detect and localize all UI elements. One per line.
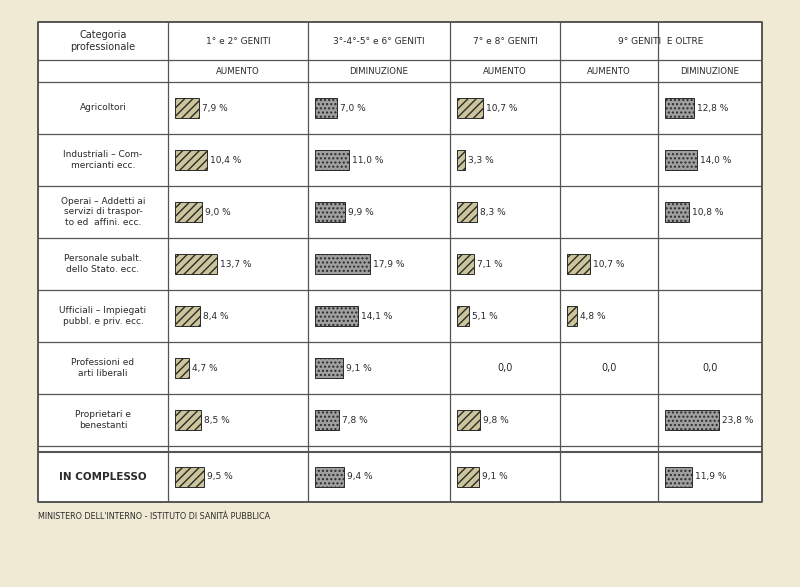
- Text: 11,0 %: 11,0 %: [352, 156, 383, 164]
- Bar: [175, 306, 201, 326]
- Text: Personale subalt.
dello Stato. ecc.: Personale subalt. dello Stato. ecc.: [64, 254, 142, 274]
- Text: 0,0: 0,0: [602, 363, 617, 373]
- Text: 3°-4°-5° e 6° GENITI: 3°-4°-5° e 6° GENITI: [333, 36, 425, 46]
- Bar: [315, 306, 358, 326]
- Text: 9,1 %: 9,1 %: [346, 363, 372, 373]
- Bar: [665, 410, 718, 430]
- Text: 9,0 %: 9,0 %: [206, 207, 231, 217]
- Bar: [665, 98, 694, 118]
- Text: 7,9 %: 7,9 %: [202, 103, 228, 113]
- Bar: [457, 202, 477, 222]
- Text: 0,0: 0,0: [702, 363, 718, 373]
- Bar: [665, 150, 697, 170]
- Bar: [315, 467, 344, 487]
- Text: 9° GENITI  E OLTRE: 9° GENITI E OLTRE: [618, 36, 704, 46]
- Text: Professioni ed
arti liberali: Professioni ed arti liberali: [71, 358, 134, 377]
- Text: 0,0: 0,0: [498, 363, 513, 373]
- Text: 3,3 %: 3,3 %: [468, 156, 494, 164]
- Text: Industriali – Com-
mercianti ecc.: Industriali – Com- mercianti ecc.: [63, 150, 142, 170]
- Text: IN COMPLESSO: IN COMPLESSO: [59, 472, 147, 482]
- Bar: [175, 410, 201, 430]
- Bar: [457, 467, 478, 487]
- Text: 8,4 %: 8,4 %: [203, 312, 229, 321]
- Text: 4,8 %: 4,8 %: [580, 312, 606, 321]
- Bar: [567, 306, 577, 326]
- Bar: [175, 358, 190, 378]
- Bar: [315, 150, 349, 170]
- Bar: [175, 254, 217, 274]
- Bar: [457, 254, 474, 274]
- Bar: [457, 98, 482, 118]
- Bar: [175, 98, 199, 118]
- Text: 10,7 %: 10,7 %: [486, 103, 517, 113]
- Bar: [175, 150, 206, 170]
- Text: Ufficiali – Impiegati
pubbl. e priv. ecc.: Ufficiali – Impiegati pubbl. e priv. ecc…: [59, 306, 146, 326]
- Text: Agricoltori: Agricoltori: [79, 103, 126, 113]
- Text: 9,4 %: 9,4 %: [347, 473, 373, 481]
- Bar: [38, 22, 762, 502]
- Text: 9,5 %: 9,5 %: [207, 473, 233, 481]
- Text: 10,7 %: 10,7 %: [593, 259, 624, 268]
- Bar: [665, 202, 690, 222]
- Bar: [315, 202, 346, 222]
- Text: 9,9 %: 9,9 %: [349, 207, 374, 217]
- Bar: [175, 467, 204, 487]
- Text: 8,3 %: 8,3 %: [480, 207, 506, 217]
- Text: 11,9 %: 11,9 %: [695, 473, 726, 481]
- Text: 4,7 %: 4,7 %: [192, 363, 218, 373]
- Text: 23,8 %: 23,8 %: [722, 416, 753, 424]
- Text: 12,8 %: 12,8 %: [697, 103, 728, 113]
- Text: Operai – Addetti ai
servizi di traspor-
to ed  affini. ecc.: Operai – Addetti ai servizi di traspor- …: [61, 197, 146, 227]
- Text: 13,7 %: 13,7 %: [219, 259, 251, 268]
- Bar: [457, 410, 480, 430]
- Text: 1° e 2° GENITI: 1° e 2° GENITI: [206, 36, 270, 46]
- Text: 5,1 %: 5,1 %: [472, 312, 498, 321]
- Text: 7° e 8° GENITI: 7° e 8° GENITI: [473, 36, 538, 46]
- Text: Categoria
professionale: Categoria professionale: [70, 30, 135, 52]
- Text: MINISTERO DELL'INTERNO - ISTITUTO DI SANITÀ PUBBLICA: MINISTERO DELL'INTERNO - ISTITUTO DI SAN…: [38, 512, 270, 521]
- Text: 14,1 %: 14,1 %: [362, 312, 393, 321]
- Bar: [315, 254, 370, 274]
- Text: 10,8 %: 10,8 %: [692, 207, 724, 217]
- Text: 10,4 %: 10,4 %: [210, 156, 241, 164]
- Text: AUMENTO: AUMENTO: [483, 66, 527, 76]
- Text: DIMINUZIONE: DIMINUZIONE: [350, 66, 409, 76]
- Text: 17,9 %: 17,9 %: [373, 259, 405, 268]
- Text: AUMENTO: AUMENTO: [216, 66, 260, 76]
- Text: DIMINUZIONE: DIMINUZIONE: [681, 66, 739, 76]
- Bar: [457, 150, 465, 170]
- Text: AUMENTO: AUMENTO: [587, 66, 631, 76]
- Bar: [457, 306, 469, 326]
- Bar: [175, 202, 202, 222]
- Bar: [315, 358, 343, 378]
- Text: 7,1 %: 7,1 %: [477, 259, 502, 268]
- Text: Proprietari e
benestanti: Proprietari e benestanti: [75, 410, 131, 430]
- Bar: [315, 410, 339, 430]
- Bar: [567, 254, 590, 274]
- Text: 14,0 %: 14,0 %: [699, 156, 731, 164]
- Text: 9,1 %: 9,1 %: [482, 473, 507, 481]
- Text: 7,0 %: 7,0 %: [339, 103, 366, 113]
- Bar: [665, 467, 692, 487]
- Bar: [315, 98, 337, 118]
- Text: 8,5 %: 8,5 %: [204, 416, 230, 424]
- Text: 7,8 %: 7,8 %: [342, 416, 368, 424]
- Text: 9,8 %: 9,8 %: [483, 416, 509, 424]
